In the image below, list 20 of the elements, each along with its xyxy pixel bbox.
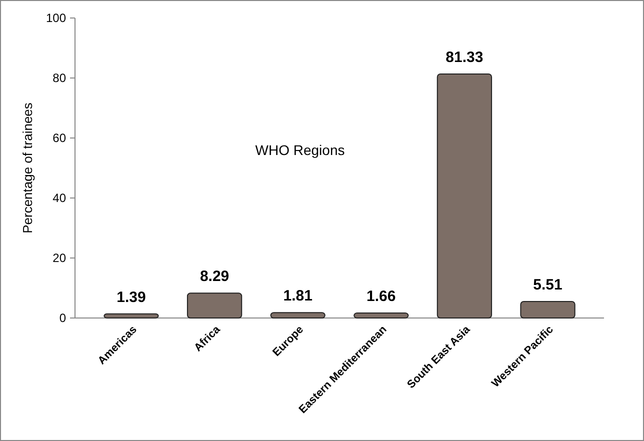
- data-label: 8.29: [200, 268, 230, 286]
- data-label: 5.51: [533, 276, 562, 294]
- annotation: WHO Regions: [255, 142, 345, 158]
- bar: [270, 312, 326, 318]
- y-tick-label: 80: [52, 71, 66, 86]
- y-tick-label: 20: [52, 251, 66, 266]
- y-axis-title: Percentage of trainees: [20, 102, 35, 234]
- y-tick-label: 0: [59, 311, 66, 326]
- bar: [186, 292, 242, 318]
- bar: [104, 313, 159, 318]
- data-label: 1.39: [116, 288, 146, 306]
- y-tick-label: 40: [52, 191, 66, 206]
- bar: [436, 74, 492, 318]
- y-tick-label: 60: [52, 131, 66, 146]
- data-label: 81.33: [446, 49, 484, 66]
- data-label: 1.66: [366, 288, 396, 306]
- y-tick-label: 100: [46, 11, 66, 26]
- data-label: 1.81: [283, 288, 312, 305]
- bar: [520, 300, 576, 318]
- bar: [354, 312, 409, 318]
